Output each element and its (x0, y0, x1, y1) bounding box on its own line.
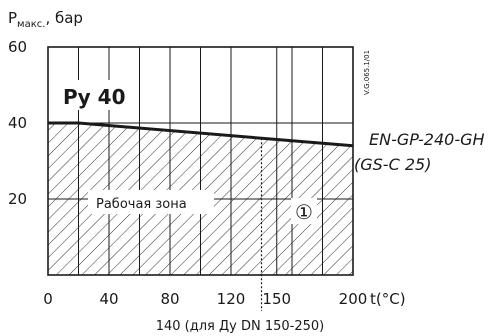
document-code: V.G.065.1/01 (363, 50, 371, 95)
x-tick-label-0: 0 (43, 290, 53, 308)
pn-label: Ру 40 (63, 85, 126, 109)
zone-marker: ① (295, 200, 313, 224)
y-tick-labels: 20 40 60 (8, 38, 27, 208)
zone-label: Рабочая зона (96, 197, 187, 212)
zone-label-background (88, 190, 214, 214)
x-tick-label-200: 200 (339, 290, 368, 308)
limit-line-note: 140 (для Ду DN 150-250) (156, 319, 325, 334)
x-tick-label-120: 120 (217, 290, 246, 308)
x-tick-label-80: 80 (160, 290, 179, 308)
y-axis-label: Pмакс., бар (8, 9, 83, 30)
plot-frame (47, 46, 354, 276)
x-tick-label-150: 150 (262, 290, 291, 308)
y-tick-label-60: 60 (8, 38, 27, 56)
x-tick-label-40: 40 (99, 290, 118, 308)
y-tick-label-20: 20 (8, 190, 27, 208)
pn-label-background (56, 80, 128, 110)
x-tick-labels: 0 40 80 120 150 200 (43, 290, 367, 308)
series-label: EN-GP-240-GH (369, 130, 485, 149)
x-axis-label: t(°C) (370, 290, 406, 308)
zone-marker-background (291, 198, 317, 224)
series-label-line2: (GS-C 25) (354, 155, 431, 174)
y-tick-label-40: 40 (8, 114, 27, 132)
